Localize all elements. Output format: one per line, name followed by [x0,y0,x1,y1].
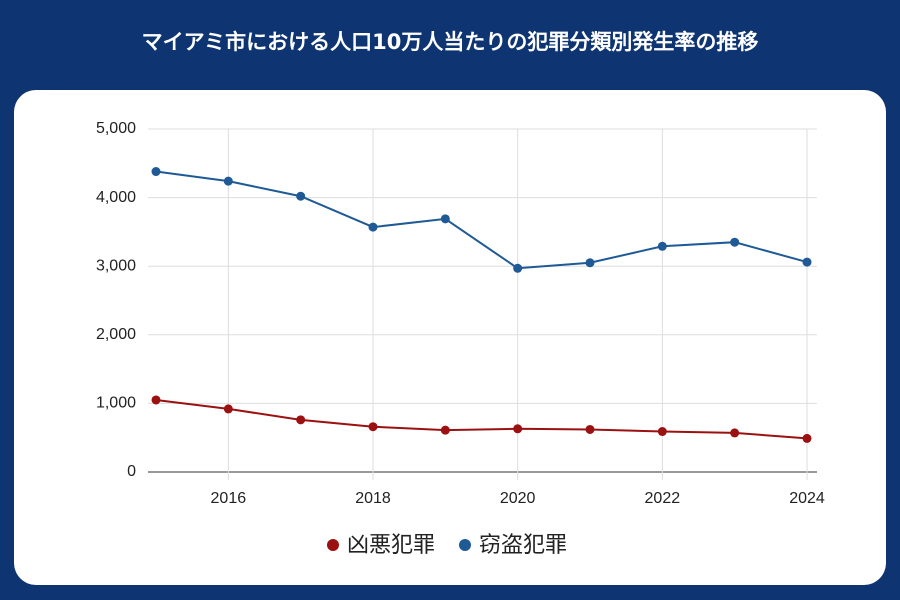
data-point [513,263,523,273]
chart-title: マイアミ市における人口10万人当たりの犯罪分類別発生率の推移 [141,30,759,54]
y-tick-label: 3,000 [96,257,136,274]
data-point [730,428,740,438]
y-tick-label: 4,000 [96,189,136,206]
data-point [440,214,450,224]
y-tick-label: 2,000 [96,326,136,343]
y-tick-label: 1,000 [96,395,136,412]
data-point [296,415,306,425]
data-point [585,424,595,434]
legend-marker [327,539,339,551]
series-line [155,170,808,270]
y-tick-label: 0 [127,463,136,480]
data-point [151,395,161,405]
data-point [368,422,378,432]
x-tick-label: 2018 [355,490,391,507]
series-line [155,398,808,440]
data-point [223,404,233,414]
data-point [151,167,161,177]
data-point [296,191,306,201]
data-point [585,258,595,268]
y-tick-label: 5,000 [96,120,136,137]
x-tick-label: 2020 [500,490,536,507]
data-point [440,425,450,435]
legend-marker [459,539,471,551]
x-tick-label: 2024 [789,490,825,507]
data-point [368,222,378,232]
legend-label: 窃盗犯罪 [479,533,567,558]
data-point [657,427,667,437]
data-point [223,176,233,186]
data-point [802,433,812,443]
x-tick-label: 2022 [645,490,681,507]
data-point [730,237,740,247]
legend-label: 凶悪犯罪 [347,533,435,558]
data-point [802,257,812,267]
data-point [657,241,667,251]
data-point [513,424,523,434]
x-tick-label: 2016 [211,490,247,507]
